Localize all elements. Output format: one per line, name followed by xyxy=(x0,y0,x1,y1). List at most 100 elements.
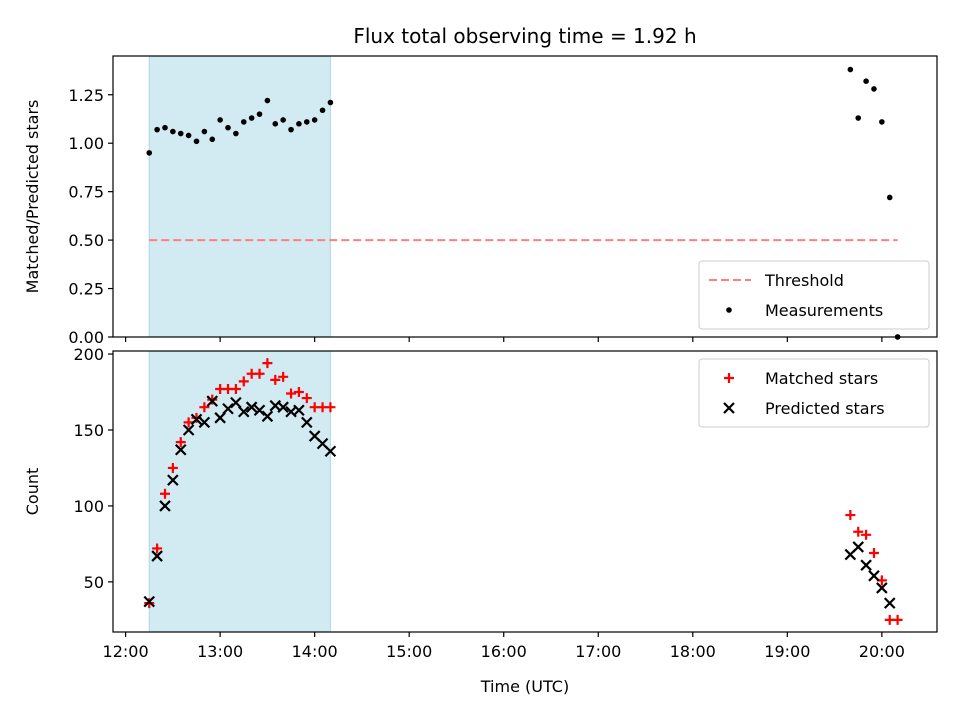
x-tick-label: 14:00 xyxy=(292,642,338,661)
data-point xyxy=(860,559,872,571)
data-point xyxy=(175,437,186,448)
data-point xyxy=(152,543,163,554)
y-tick-label: 50 xyxy=(84,573,104,592)
data-point xyxy=(240,119,247,125)
y-tick-label: 0.25 xyxy=(68,280,104,299)
data-point xyxy=(845,510,856,521)
data-point xyxy=(264,97,271,104)
data-point xyxy=(868,548,879,559)
data-point xyxy=(301,416,313,429)
data-point xyxy=(327,99,334,106)
legend-box xyxy=(698,260,930,330)
y-tick-label: 0.75 xyxy=(68,183,104,202)
data-point xyxy=(324,445,337,458)
data-point xyxy=(167,474,179,486)
y-tick-label: 1.25 xyxy=(68,86,104,105)
data-point xyxy=(209,136,216,143)
data-point xyxy=(143,595,156,608)
data-point xyxy=(225,124,231,131)
data-point xyxy=(325,402,336,413)
x-axis-title: Time (UTC) xyxy=(480,677,569,696)
data-point xyxy=(293,387,304,398)
x-tick-label: 13:00 xyxy=(197,642,243,661)
data-point xyxy=(245,401,258,413)
data-point xyxy=(159,488,170,499)
legend-label: Measurements xyxy=(765,301,883,320)
data-point xyxy=(222,402,234,415)
data-point xyxy=(230,396,242,409)
data-point xyxy=(237,405,250,418)
legend-box xyxy=(698,358,930,428)
data-point xyxy=(151,550,163,562)
observing-time-shade xyxy=(148,350,331,633)
x-tick-label: 17:00 xyxy=(575,642,621,661)
data-point xyxy=(206,395,219,407)
data-point xyxy=(177,130,184,137)
data-point xyxy=(233,130,239,137)
chart-title: Flux total observing time = 1.92 h xyxy=(353,24,696,48)
x-tick-label: 16:00 xyxy=(481,642,527,661)
y-tick-label: 1.00 xyxy=(68,134,104,153)
data-point xyxy=(185,132,192,139)
data-point xyxy=(253,404,266,417)
y-tick-label: 100 xyxy=(73,497,104,516)
bottom-panel: 50 100 150 200 12:00 13:00 14:00 15:00 16:00 17:0… xyxy=(23,345,938,661)
x-tick-label: 15:00 xyxy=(386,642,432,661)
x-tick-label: 19:00 xyxy=(764,642,810,661)
y-tick-label: 0.50 xyxy=(68,231,104,250)
data-point xyxy=(852,541,865,553)
x-tick-label: 18:00 xyxy=(670,642,716,661)
data-point xyxy=(167,462,178,473)
data-point xyxy=(193,138,200,145)
data-point xyxy=(883,597,896,609)
plot-area xyxy=(146,66,901,337)
data-point xyxy=(272,121,279,127)
series-predicted-stars xyxy=(143,395,896,609)
data-point xyxy=(863,78,869,84)
data-point xyxy=(892,614,903,625)
data-point xyxy=(278,371,289,382)
data-point xyxy=(217,117,223,123)
data-point xyxy=(254,368,265,379)
observing-time-shade xyxy=(148,55,331,338)
top-panel: 0.00 0.25 0.50 0.75 1.00 1.25 Matched/Predicte… xyxy=(23,55,938,347)
legend-swatch xyxy=(723,402,735,414)
plot-area xyxy=(143,358,903,625)
data-point xyxy=(879,119,885,125)
data-point xyxy=(154,126,160,133)
data-point xyxy=(855,115,862,121)
data-point xyxy=(311,117,318,123)
data-point xyxy=(198,416,211,429)
data-point xyxy=(159,500,171,512)
y-tick-label: 0.00 xyxy=(68,328,104,347)
data-point xyxy=(876,582,888,594)
data-point xyxy=(277,401,289,413)
legend-swatch xyxy=(726,307,732,313)
data-point xyxy=(288,126,294,133)
series-measurements xyxy=(146,66,901,337)
data-point xyxy=(861,529,872,540)
data-point xyxy=(293,404,305,417)
data-point xyxy=(174,443,187,456)
data-point xyxy=(201,128,208,135)
data-point xyxy=(280,117,286,123)
data-point xyxy=(853,526,864,537)
plot-frame xyxy=(112,55,938,338)
legend-label: Predicted stars xyxy=(765,399,885,418)
data-point xyxy=(847,66,854,73)
data-point xyxy=(871,86,877,92)
x-tick-label: 12:00 xyxy=(103,642,149,661)
plot-frame xyxy=(112,350,938,633)
data-point xyxy=(214,412,226,424)
data-point xyxy=(286,388,297,399)
data-point xyxy=(190,413,203,426)
data-point xyxy=(182,424,195,436)
legend-label: Threshold xyxy=(764,271,844,290)
x-tick-label: 20:00 xyxy=(859,642,905,661)
legend-swatch xyxy=(724,373,734,383)
data-point xyxy=(270,374,281,385)
data-point xyxy=(261,410,274,423)
legend-label: Matched stars xyxy=(765,369,878,388)
data-point xyxy=(262,358,273,369)
